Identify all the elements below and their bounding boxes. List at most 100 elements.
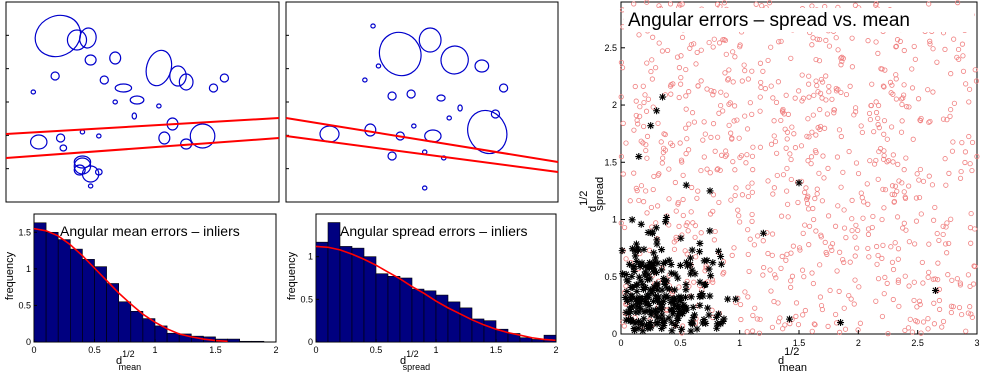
scatter-outlier-point: [728, 197, 734, 203]
scatter-outlier-point: [813, 56, 819, 63]
histogram-mean-bar: [130, 310, 144, 343]
scatter-outlier-point: [869, 224, 875, 231]
scatter-inlier-point: [653, 318, 661, 326]
scatter-outlier-point: [931, 217, 937, 223]
scatter-inlier-point: [658, 286, 666, 294]
scatter-outlier-point: [788, 250, 794, 256]
scatter-outlier-point: [833, 311, 839, 318]
scatter-outlier-point: [817, 294, 824, 300]
histogram-spread-bar: [423, 290, 437, 343]
scatter-outlier-point: [913, 218, 920, 224]
scatter-outlier-point: [838, 55, 844, 61]
ellipse-right-ellipse: [418, 27, 442, 53]
scatter-outlier-point: [787, 151, 793, 157]
ellipse-right-ellipse: [421, 185, 428, 191]
scatter-outlier-point: [826, 83, 832, 90]
scatter-outlier-point: [701, 154, 707, 160]
histogram-mean-bar: [142, 318, 156, 343]
scatter-outlier-point: [754, 316, 760, 322]
scatter-inlier-point: [647, 311, 655, 319]
ellipse-left-ellipse: [114, 83, 133, 93]
scatter-xtick-label: 0.5: [674, 338, 687, 348]
scatter-outlier-point: [906, 183, 912, 189]
scatter-outlier-point: [876, 125, 882, 131]
scatter-inlier-point: [631, 252, 639, 260]
scatter-inlier-point: [641, 307, 649, 315]
scatter-outlier-point: [649, 76, 655, 82]
histogram-mean-bar: [166, 332, 180, 343]
scatter-outlier-point: [974, 153, 980, 160]
scatter-inlier-point: [717, 252, 725, 260]
scatter-outlier-point: [892, 183, 899, 189]
scatter-inlier-point: [627, 303, 635, 311]
scatter-outlier-point: [726, 122, 732, 128]
scatter-outlier-point: [749, 111, 755, 117]
scatter-outlier-point: [800, 312, 806, 318]
scatter-outlier-point: [710, 92, 716, 98]
ellipse-left-ellipse: [219, 73, 230, 83]
ellipse-plot-right-frame: [285, 1, 559, 203]
scatter-outlier-point: [811, 216, 817, 223]
scatter-outlier-point: [724, 152, 730, 158]
scatter-inlier-point: [682, 304, 690, 312]
scatter-outlier-point: [926, 269, 932, 275]
scatter-outlier-point: [925, 326, 931, 332]
scatter-outlier-point: [618, 220, 624, 226]
scatter-outlier-point: [838, 184, 844, 190]
ellipse-right-ellipse: [457, 104, 463, 112]
scatter-outlier-point: [926, 241, 932, 247]
scatter-outlier-point: [775, 79, 782, 85]
scatter-outlier-point: [836, 127, 843, 133]
scatter-inlier-point: [837, 319, 845, 327]
scatter-outlier-point: [846, 148, 852, 155]
scatter-outlier-point: [948, 71, 954, 77]
scatter-outlier-point: [890, 152, 896, 158]
scatter-outlier-point: [749, 328, 756, 334]
ellipse-right-fit-line: [285, 117, 559, 163]
histogram-spread-bar: [327, 222, 341, 343]
scatter-outlier-point: [940, 318, 947, 325]
scatter-outlier-point: [633, 185, 639, 191]
scatter-outlier-point: [817, 126, 823, 132]
scatter-outlier-point: [675, 201, 681, 207]
scatter-inlier-point: [647, 324, 655, 332]
scatter-inlier-point: [635, 153, 643, 161]
scatter-outlier-point: [723, 92, 729, 98]
scatter-inlier-point: [689, 303, 697, 311]
scatter-outlier-point: [757, 94, 763, 100]
scatter-inlier-point: [706, 292, 714, 300]
scatter-outlier-point: [849, 197, 855, 203]
scatter-outlier-point: [852, 253, 858, 259]
scatter-outlier-point: [644, 155, 650, 161]
scatter-outlier-point: [780, 106, 786, 113]
scatter-ylabel: d1/2 spread: [578, 177, 606, 212]
scatter-outlier-point: [891, 198, 898, 205]
scatter-inlier-point: [633, 281, 641, 289]
scatter-outlier-point: [806, 134, 812, 140]
scatter-outlier-point: [671, 239, 677, 245]
scatter-inlier-point: [671, 270, 679, 278]
scatter-outlier-point: [876, 148, 882, 155]
ellipse-left-ellipse: [55, 133, 66, 143]
scatter-outlier-point: [819, 95, 825, 101]
ellipse-left-ellipse: [208, 83, 219, 93]
scatter-outlier-point: [806, 73, 812, 79]
ellipse-right-ellipse: [411, 123, 417, 129]
scatter-outlier-point: [956, 304, 963, 311]
scatter-outlier-point: [753, 1, 759, 7]
scatter-inlier-point: [650, 283, 658, 291]
scatter-outlier-point: [665, 47, 671, 54]
scatter-outlier-point: [761, 264, 767, 271]
scatter-outlier-point: [965, 310, 971, 316]
scatter-outlier-point: [683, 66, 689, 73]
scatter-outlier-point: [760, 68, 766, 74]
scatter-outlier-point: [784, 136, 790, 142]
scatter-outlier-point: [904, 104, 910, 110]
scatter-inlier-point: [688, 246, 696, 254]
scatter-outlier-point: [775, 319, 782, 325]
scatter-outlier-point: [799, 267, 806, 273]
scatter-outlier-point: [927, 118, 933, 125]
scatter-outlier-point: [881, 291, 887, 297]
histogram-spread-bar: [375, 273, 389, 343]
scatter-outlier-point: [905, 325, 912, 331]
